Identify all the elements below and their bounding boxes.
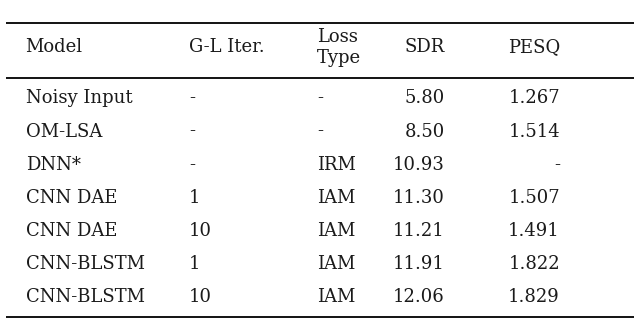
Text: Model: Model bbox=[26, 38, 83, 57]
Text: 11.30: 11.30 bbox=[393, 189, 445, 207]
Text: -: - bbox=[189, 89, 195, 107]
Text: 10: 10 bbox=[189, 222, 212, 240]
Text: -: - bbox=[189, 156, 195, 174]
Text: 1.829: 1.829 bbox=[508, 288, 560, 306]
Text: 1: 1 bbox=[189, 255, 200, 273]
Text: 1.514: 1.514 bbox=[508, 123, 560, 141]
Text: OM-LSA: OM-LSA bbox=[26, 123, 102, 141]
Text: G-L Iter.: G-L Iter. bbox=[189, 38, 264, 57]
Text: 1.491: 1.491 bbox=[508, 222, 560, 240]
Text: DNN*: DNN* bbox=[26, 156, 81, 174]
Text: PESQ: PESQ bbox=[508, 38, 560, 57]
Text: 12.06: 12.06 bbox=[393, 288, 445, 306]
Text: 1: 1 bbox=[189, 189, 200, 207]
Text: 1.822: 1.822 bbox=[508, 255, 560, 273]
Text: IRM: IRM bbox=[317, 156, 356, 174]
Text: -: - bbox=[317, 123, 323, 141]
Text: CNN DAE: CNN DAE bbox=[26, 189, 117, 207]
Text: 10.93: 10.93 bbox=[393, 156, 445, 174]
Text: -: - bbox=[317, 89, 323, 107]
Text: -: - bbox=[189, 123, 195, 141]
Text: -: - bbox=[554, 156, 560, 174]
Text: Noisy Input: Noisy Input bbox=[26, 89, 132, 107]
Text: 11.21: 11.21 bbox=[393, 222, 445, 240]
Text: IAM: IAM bbox=[317, 288, 355, 306]
Text: 8.50: 8.50 bbox=[404, 123, 445, 141]
Text: Loss
Type: Loss Type bbox=[317, 28, 361, 67]
Text: 5.80: 5.80 bbox=[404, 89, 445, 107]
Text: CNN-BLSTM: CNN-BLSTM bbox=[26, 255, 145, 273]
Text: IAM: IAM bbox=[317, 255, 355, 273]
Text: 10: 10 bbox=[189, 288, 212, 306]
Text: IAM: IAM bbox=[317, 189, 355, 207]
Text: CNN DAE: CNN DAE bbox=[26, 222, 117, 240]
Text: CNN-BLSTM: CNN-BLSTM bbox=[26, 288, 145, 306]
Text: IAM: IAM bbox=[317, 222, 355, 240]
Text: 1.507: 1.507 bbox=[508, 189, 560, 207]
Text: SDR: SDR bbox=[404, 38, 445, 57]
Text: 11.91: 11.91 bbox=[393, 255, 445, 273]
Text: 1.267: 1.267 bbox=[508, 89, 560, 107]
